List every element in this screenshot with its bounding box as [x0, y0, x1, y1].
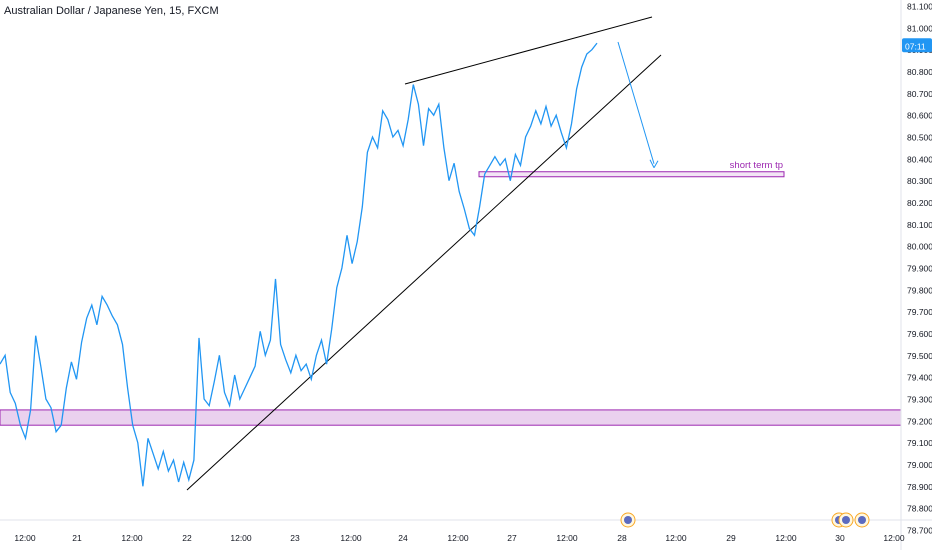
y-tick-label: 79.800 — [907, 285, 932, 295]
price-line — [0, 42, 598, 487]
x-tick-label: 22 — [182, 533, 192, 543]
event-icon-inner — [858, 516, 866, 524]
last-price-tag — [902, 38, 932, 53]
x-tick-label: 27 — [507, 533, 517, 543]
x-tick-label: 30 — [835, 533, 845, 543]
chart-title: Australian Dollar / Japanese Yen, 15, FX… — [4, 5, 219, 17]
y-tick-label: 79.900 — [907, 264, 932, 274]
x-tick-label: 29 — [726, 533, 736, 543]
projection-arrowhead — [649, 159, 659, 168]
x-tick-label: 12:00 — [556, 533, 578, 543]
y-tick-label: 80.800 — [907, 67, 932, 77]
y-tick-label: 79.000 — [907, 460, 932, 470]
y-tick-label: 79.200 — [907, 416, 932, 426]
x-tick-label: 12:00 — [230, 533, 252, 543]
trendline-lower — [186, 54, 662, 491]
trendline-upper — [404, 16, 653, 85]
x-tick-label: 24 — [398, 533, 408, 543]
y-tick-label: 80.600 — [907, 111, 932, 121]
target-zone-label: short term tp — [730, 160, 783, 171]
y-tick-label: 79.500 — [907, 351, 932, 361]
x-tick-label: 12:00 — [14, 533, 36, 543]
y-tick-label: 79.700 — [907, 307, 932, 317]
target-zone — [478, 171, 785, 178]
x-tick-label: 12:00 — [121, 533, 143, 543]
y-tick-label: 80.100 — [907, 220, 932, 230]
y-tick-label: 80.300 — [907, 176, 932, 186]
y-tick-label: 78.800 — [907, 504, 932, 514]
x-tick-label: 12:00 — [775, 533, 797, 543]
x-tick-label: 12:00 — [665, 533, 687, 543]
x-tick-label: 23 — [290, 533, 300, 543]
y-tick-label: 80.500 — [907, 133, 932, 143]
x-tick-label: 21 — [72, 533, 82, 543]
y-tick-label: 80.400 — [907, 154, 932, 164]
last-price-tag-text: 07:11 — [905, 41, 926, 51]
y-tick-label: 78.900 — [907, 482, 932, 492]
y-tick-label: 79.600 — [907, 329, 932, 339]
x-tick-label: 12:00 — [340, 533, 362, 543]
y-tick-label: 81.000 — [907, 23, 932, 33]
x-tick-label: 28 — [617, 533, 627, 543]
y-tick-label: 81.100 — [907, 2, 932, 12]
y-tick-label: 80.700 — [907, 89, 932, 99]
x-tick-label: 12:00 — [447, 533, 469, 543]
y-tick-label: 79.300 — [907, 395, 932, 405]
event-icon-inner — [624, 516, 632, 524]
y-tick-label: 80.200 — [907, 198, 932, 208]
y-tick-label: 79.100 — [907, 438, 932, 448]
support-zone — [0, 409, 902, 426]
projection-arrow — [617, 41, 655, 164]
y-tick-label: 80.000 — [907, 242, 932, 252]
y-tick-label: 78.700 — [907, 526, 932, 536]
x-tick-label: 12:00 — [883, 533, 905, 543]
y-tick-label: 79.400 — [907, 373, 932, 383]
event-icon-inner — [842, 516, 850, 524]
